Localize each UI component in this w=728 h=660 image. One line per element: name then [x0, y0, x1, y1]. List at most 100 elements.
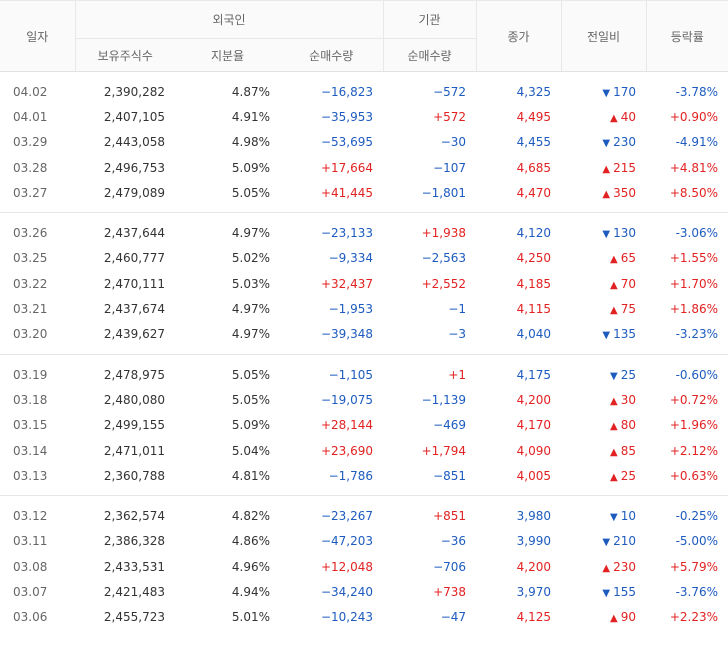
header-institution: 기관 [382, 0, 477, 39]
ownership-ratio-cell: 4.98% [231, 135, 270, 150]
date-cell: 03.11 [13, 534, 48, 549]
change-rate-cell: -4.91% [675, 135, 719, 150]
up-triangle-icon: ▲ [610, 446, 618, 458]
ownership-ratio-cell: 4.94% [231, 584, 270, 599]
header-foreign: 외국인 [74, 0, 384, 39]
holdings-cell: 2,499,155 [103, 418, 165, 433]
date-cell: 03.22 [13, 276, 48, 291]
close-price-cell: 4,455 [516, 135, 552, 150]
institution-net-buy-cell: +2,552 [421, 276, 467, 291]
ownership-ratio-cell: 5.03% [231, 276, 270, 291]
holdings-cell: 2,471,011 [103, 443, 165, 458]
table-row: 03.08 2,433,531 4.96% +12,048 −706 4,200 ▲ 230 +… [0, 554, 728, 579]
change-cell: ▲ 65 [561, 246, 646, 271]
institution-net-buy-cell: −47 [440, 610, 467, 625]
holdings-cell: 2,439,627 [103, 327, 165, 342]
change-rate-cell: +0.90% [669, 109, 719, 124]
investor-trading-table: 일자 외국인 기관 종가 전일비 등락률 보유주식수 지분율 순매수량 순매수량… [0, 0, 728, 630]
close-price-cell: 4,185 [516, 276, 552, 291]
change-rate-cell: -3.06% [675, 226, 719, 241]
foreign-net-buy-cell: +32,437 [320, 276, 374, 291]
date-cell: 03.27 [13, 185, 48, 200]
holdings-cell: 2,460,777 [103, 251, 165, 266]
change-cell: ▲ 70 [561, 271, 646, 296]
change-cell: ▼ 25 [561, 362, 646, 387]
institution-net-buy-cell: −36 [440, 534, 467, 549]
close-price-cell: 4,040 [516, 327, 552, 342]
close-price-cell: 4,250 [516, 251, 552, 266]
holdings-cell: 2,407,105 [103, 109, 165, 124]
table-row: 03.18 2,480,080 5.05% −19,075 −1,139 4,200 ▲ 30… [0, 387, 728, 412]
foreign-net-buy-cell: −23,267 [320, 509, 374, 524]
foreign-net-buy-cell: −9,334 [328, 251, 374, 266]
change-rate-cell: +2.23% [669, 610, 719, 625]
ownership-ratio-cell: 5.05% [231, 185, 270, 200]
table-row: 03.26 2,437,644 4.97% −23,133 +1,938 4,120 ▼ 13… [0, 220, 728, 245]
close-price-cell: 4,125 [516, 610, 552, 625]
institution-net-buy-cell: −469 [433, 418, 467, 433]
holdings-cell: 2,437,644 [103, 226, 165, 241]
holdings-cell: 2,362,574 [103, 509, 165, 524]
institution-net-buy-cell: +851 [433, 509, 467, 524]
holdings-cell: 2,496,753 [103, 160, 165, 175]
date-cell: 03.20 [13, 327, 48, 342]
up-triangle-icon: ▲ [610, 305, 618, 317]
table-header: 일자 외국인 기관 종가 전일비 등락률 보유주식수 지분율 순매수량 순매수량 [0, 0, 728, 72]
change-value: 85 [620, 443, 637, 458]
close-price-cell: 4,170 [516, 418, 552, 433]
group-spacer [0, 213, 728, 221]
date-cell: 03.28 [13, 160, 48, 175]
change-cell: ▼ 230 [561, 130, 646, 155]
change-rate-cell: +0.72% [669, 392, 719, 407]
change-value: 350 [613, 185, 637, 200]
close-price-cell: 3,970 [516, 584, 552, 599]
ownership-ratio-cell: 4.97% [231, 327, 270, 342]
up-triangle-icon: ▲ [610, 112, 618, 124]
header-change: 전일비 [560, 0, 647, 72]
change-cell: ▼ 130 [561, 220, 646, 245]
table-row: 03.06 2,455,723 5.01% −10,243 −47 4,125 ▲ 90 +2.… [0, 605, 728, 630]
change-rate-cell: +8.50% [669, 185, 719, 200]
change-value: 170 [613, 84, 637, 99]
change-rate-cell: +0.63% [669, 468, 719, 483]
table-row: 03.21 2,437,674 4.97% −1,953 −1 4,115 ▲ 75 +1.86… [0, 296, 728, 321]
foreign-net-buy-cell: −10,243 [320, 610, 374, 625]
change-cell: ▼ 10 [561, 503, 646, 528]
ownership-ratio-cell: 4.96% [231, 559, 270, 574]
change-value: 75 [620, 302, 637, 317]
change-rate-cell: -3.76% [675, 584, 719, 599]
group-separator [0, 346, 728, 355]
institution-net-buy-cell: +572 [433, 109, 467, 124]
change-cell: ▼ 170 [561, 79, 646, 104]
change-cell: ▼ 210 [561, 529, 646, 554]
holdings-cell: 2,386,328 [103, 534, 165, 549]
ownership-ratio-cell: 5.04% [231, 443, 270, 458]
ownership-ratio-cell: 5.02% [231, 251, 270, 266]
up-triangle-icon: ▲ [610, 471, 618, 483]
up-triangle-icon: ▲ [602, 562, 611, 574]
change-value: 25 [620, 367, 637, 382]
change-value: 65 [620, 251, 637, 266]
ownership-ratio-cell: 4.87% [231, 84, 270, 99]
institution-net-buy-cell: +738 [433, 584, 467, 599]
date-cell: 03.18 [13, 392, 48, 407]
close-price-cell: 4,685 [516, 160, 552, 175]
foreign-net-buy-cell: −1,953 [328, 302, 374, 317]
change-rate-cell: -5.00% [675, 534, 719, 549]
header-ownership-ratio: 지분율 [175, 38, 280, 72]
group-separator [0, 488, 728, 497]
institution-net-buy-cell: −572 [433, 84, 467, 99]
holdings-cell: 2,421,483 [103, 584, 165, 599]
header-institution-net-buy: 순매수량 [382, 38, 477, 72]
change-rate-cell: +1.70% [669, 276, 719, 291]
change-value: 10 [620, 509, 637, 524]
date-cell: 03.13 [13, 468, 48, 483]
close-price-cell: 4,325 [516, 84, 552, 99]
holdings-cell: 2,470,111 [103, 276, 165, 291]
up-triangle-icon: ▲ [602, 188, 611, 200]
foreign-net-buy-cell: +17,664 [320, 160, 374, 175]
table-row: 03.13 2,360,788 4.81% −1,786 −851 4,005 ▲ 25 +0.… [0, 463, 728, 488]
institution-net-buy-cell: +1 [448, 367, 467, 382]
up-triangle-icon: ▲ [610, 613, 618, 625]
down-triangle-icon: ▼ [610, 512, 618, 524]
